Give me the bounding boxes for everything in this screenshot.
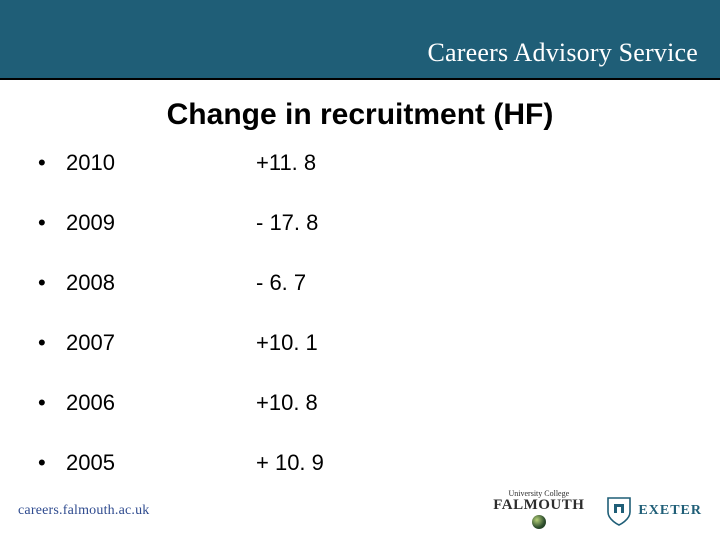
slide: Careers Advisory Service Change in recru… [0, 0, 720, 540]
falmouth-logo: University College FALMOUTH [493, 490, 584, 533]
bullet-icon: • [38, 210, 66, 236]
value-label: +10. 1 [256, 330, 682, 356]
bullet-icon: • [38, 330, 66, 356]
year-label: 2007 [66, 330, 256, 356]
exeter-logo: EXETER [606, 496, 702, 526]
year-label: 2010 [66, 150, 256, 176]
value-label: +10. 8 [256, 390, 682, 416]
value-label: - 6. 7 [256, 270, 682, 296]
globe-icon [532, 515, 546, 529]
exeter-name: EXETER [638, 503, 702, 519]
list-item: • 2007 +10. 1 [38, 330, 682, 356]
footer: careers.falmouth.ac.uk University Colleg… [0, 488, 720, 534]
list-item: • 2008 - 6. 7 [38, 270, 682, 296]
bullet-icon: • [38, 450, 66, 476]
value-label: - 17. 8 [256, 210, 682, 236]
list-item: • 2010 +11. 8 [38, 150, 682, 176]
year-label: 2005 [66, 450, 256, 476]
list-item: • 2006 +10. 8 [38, 390, 682, 416]
bullet-icon: • [38, 390, 66, 416]
list-item: • 2009 - 17. 8 [38, 210, 682, 236]
year-label: 2008 [66, 270, 256, 296]
header-rule [0, 78, 720, 80]
crest-icon [606, 496, 632, 526]
footer-url: careers.falmouth.ac.uk [18, 503, 150, 519]
year-label: 2009 [66, 210, 256, 236]
slide-title: Change in recruitment (HF) [0, 98, 720, 132]
falmouth-line2: FALMOUTH [493, 498, 584, 513]
footer-logos: University College FALMOUTH EXETER [493, 490, 702, 533]
brand-text: Careers Advisory Service [427, 38, 698, 68]
list-item: • 2005 + 10. 9 [38, 450, 682, 476]
bullet-icon: • [38, 270, 66, 296]
year-label: 2006 [66, 390, 256, 416]
value-label: +11. 8 [256, 150, 682, 176]
bullet-icon: • [38, 150, 66, 176]
header-band: Careers Advisory Service [0, 0, 720, 78]
value-label: + 10. 9 [256, 450, 682, 476]
data-list: • 2010 +11. 8 • 2009 - 17. 8 • 2008 - 6.… [38, 150, 682, 510]
